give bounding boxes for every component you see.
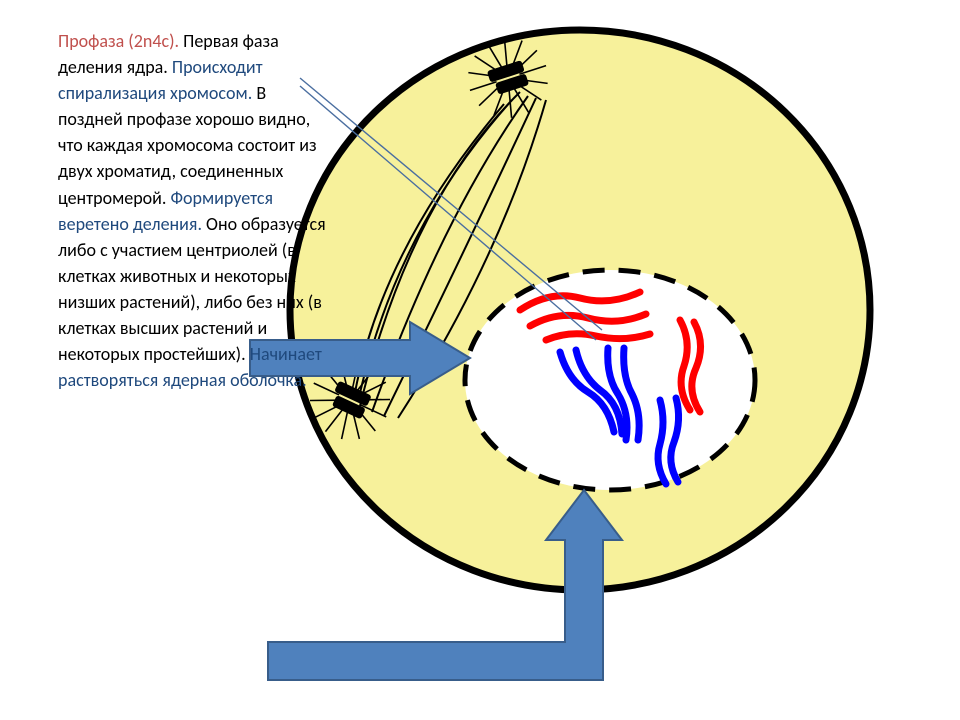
description-text: Профаза (2n4c). Первая фаза деления ядра…	[58, 28, 326, 393]
title-phase: Профаза (2n4c).	[58, 30, 179, 52]
